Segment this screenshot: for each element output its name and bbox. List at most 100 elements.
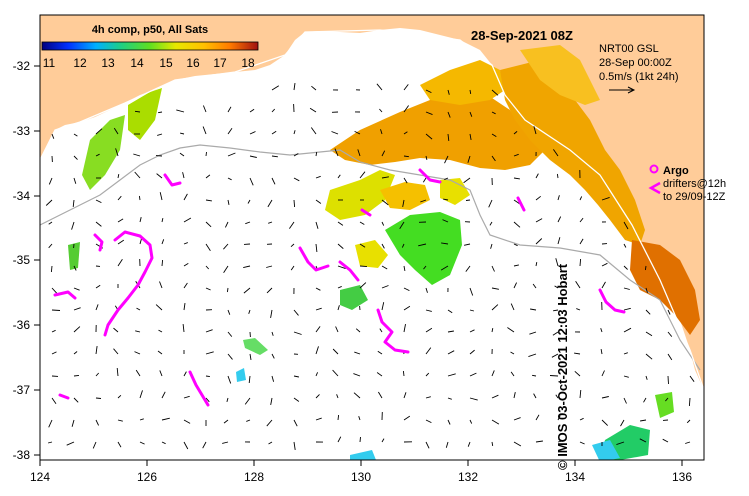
current-vector [73,326,81,333]
current-vector [315,175,321,179]
current-vector [465,199,471,201]
current-vector [358,416,361,421]
current-vector [133,153,141,157]
current-vector [425,309,432,312]
current-vector [601,370,605,377]
current-vector [293,397,300,402]
y-tick-label: -35 [13,253,31,267]
current-vector [117,218,124,223]
current-vector [513,441,522,447]
current-vector [73,287,80,291]
current-vector [491,394,499,399]
current-vector [337,436,342,443]
current-vector [337,174,341,179]
current-vector [293,331,302,335]
current-vector [248,375,251,384]
current-vector [66,441,75,446]
current-vector [535,173,539,179]
current-vector [315,221,319,229]
current-vector [579,238,584,245]
argo-drifter-tracks [53,168,626,407]
current-vector [491,370,495,377]
current-vector [616,441,625,446]
current-vector [644,265,647,271]
current-vector [202,105,207,113]
current-vector [271,130,277,135]
current-vector [535,195,541,201]
current-vector [315,372,319,377]
current-vector [535,414,540,421]
current-vector [227,353,233,360]
current-vector [135,369,141,377]
current-vector [354,351,361,355]
y-tick-label: -37 [13,383,31,397]
current-vector [491,155,496,162]
current-vector [554,285,559,289]
current-vector [161,217,164,223]
current-vector [266,419,273,427]
current-vector [73,397,79,403]
current-vector [134,171,141,179]
current-vector [245,221,251,225]
current-vector [469,287,474,296]
current-vector [335,326,339,333]
current-vector [425,155,428,161]
current-vector [447,350,455,355]
current-vector [623,265,628,270]
colorbar-tick: 18 [241,56,255,70]
current-vector [47,441,53,444]
current-vector [403,287,410,292]
y-tick-label: -32 [13,59,31,73]
colorbar-tick: 13 [101,56,115,70]
current-vector [249,108,255,113]
current-vector [685,441,691,444]
current-vector [623,327,632,333]
current-vector [574,352,581,355]
current-vector [359,243,366,248]
current-vector [444,155,449,164]
current-vector [418,243,427,247]
current-vector [117,419,123,422]
current-vector [205,174,211,179]
current-vector [401,243,405,248]
current-vector [117,174,120,179]
current-vector [202,441,207,449]
current-vector [378,391,383,399]
current-vector [555,394,559,399]
current-vector [381,243,385,249]
current-vector [139,441,145,445]
current-vector [332,348,339,355]
current-vector [425,372,430,377]
current-vector [248,309,251,314]
current-vector [161,391,166,399]
current-vector [533,126,537,135]
current-vector [117,394,122,399]
current-vector [244,397,251,405]
drifters-line2: to 29/09-12Z [663,191,726,203]
current-vector [183,193,188,201]
current-vector [535,440,543,443]
current-vector [442,219,449,223]
current-vector [510,371,515,377]
current-vector [464,243,471,246]
current-vector [311,85,317,91]
current-vector [243,287,251,294]
current-vector [176,109,185,113]
current-vector [422,177,427,183]
current-vector [420,199,427,203]
current-vector [513,282,518,289]
current-vector [469,309,475,312]
current-vector [551,353,559,358]
current-vector [574,370,581,377]
y-axis: -32 -33 -34 -35 -36 -37 -38 [13,59,40,462]
current-vector [469,111,473,117]
current-vector [403,265,406,271]
current-vector [549,375,559,377]
current-vector [289,221,295,229]
current-vector [469,133,472,140]
current-vector [51,329,56,333]
current-vector [423,265,427,270]
current-vector [290,265,295,271]
current-vector [623,307,631,311]
current-vector [686,419,691,424]
